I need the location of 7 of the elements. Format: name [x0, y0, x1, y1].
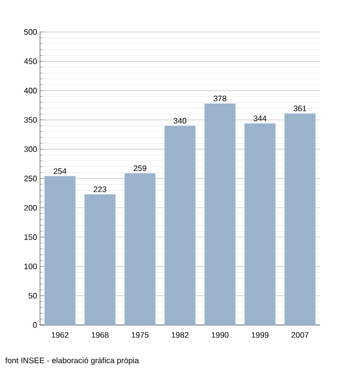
bar [284, 113, 316, 325]
bar [124, 173, 156, 325]
bar [244, 123, 276, 325]
bar [204, 103, 236, 325]
bar [44, 176, 76, 325]
bar [164, 126, 196, 325]
bar [84, 194, 116, 325]
